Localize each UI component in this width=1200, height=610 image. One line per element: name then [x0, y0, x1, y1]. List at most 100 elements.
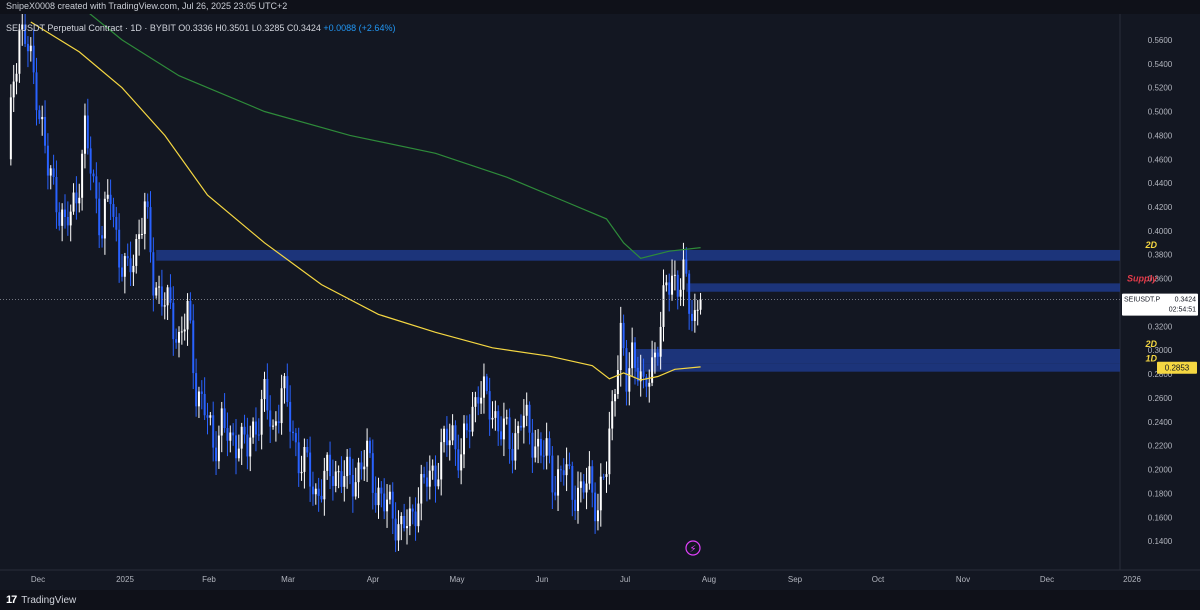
ma-fast-line — [30, 21, 701, 381]
x-tick-label: Dec — [31, 575, 45, 584]
candle-body — [123, 256, 126, 277]
candle-body — [542, 455, 545, 457]
candle-body — [662, 285, 665, 327]
candle-body — [608, 428, 611, 475]
candle-body — [286, 376, 289, 402]
candle-body — [337, 471, 340, 473]
candle-body — [602, 476, 605, 478]
candle-body — [411, 508, 414, 512]
candle-body — [557, 469, 560, 496]
candle-body — [351, 474, 354, 497]
candle-body — [29, 45, 32, 52]
candle-body — [297, 442, 300, 474]
candle-body — [138, 234, 141, 240]
candle-body — [172, 302, 175, 340]
x-tick-label: Oct — [872, 575, 885, 584]
candle-body — [354, 482, 357, 497]
x-tick-label: Apr — [367, 575, 380, 584]
candle-body — [129, 258, 132, 273]
candle-body — [531, 432, 534, 458]
candle-body — [500, 431, 503, 440]
candle-body — [192, 320, 195, 374]
candle-body — [491, 417, 494, 420]
candle-body — [534, 446, 537, 458]
y-tick-label: 0.5400 — [1148, 60, 1173, 69]
symbol-legend[interactable]: SEIUSDT Perpetual Contract · 1D · BYBIT … — [6, 23, 395, 33]
zone-rect — [686, 283, 1120, 292]
candle-body — [383, 493, 386, 512]
candle-body — [277, 421, 280, 424]
candle-body — [434, 465, 437, 487]
candle-body — [631, 342, 634, 369]
symbol-name[interactable]: SEIUSDT Perpetual Contract · 1D · BYBIT — [6, 23, 176, 33]
candle-body — [269, 410, 272, 427]
candle-body — [425, 477, 428, 487]
candle-body — [539, 438, 542, 456]
candle-body — [340, 471, 343, 487]
candle-body — [420, 474, 423, 504]
candle-body — [591, 466, 594, 493]
price-chart[interactable]: 0.5600 0.5400 0.5200 0.5000 0.4800 0.4600 0.44… — [0, 14, 1200, 590]
candle-body — [32, 45, 35, 73]
candle-body — [200, 391, 203, 394]
last-price-symbol: SEIUSDT.P — [1124, 297, 1161, 304]
y-tick-label: 0.2400 — [1148, 418, 1173, 427]
candle-body — [349, 456, 351, 475]
candle-body — [106, 194, 109, 199]
candle-body — [445, 428, 448, 446]
ma-value-label: 0.2853 — [1165, 364, 1190, 373]
candle-body — [317, 488, 320, 496]
x-tick-label: Jun — [536, 575, 549, 584]
lightning-icon[interactable]: ⚡ — [685, 540, 701, 556]
zone-label: 2D — [1144, 339, 1157, 349]
candle-body — [58, 212, 61, 226]
candle-body — [103, 198, 106, 239]
tradingview-logo[interactable]: 17 TradingView — [6, 594, 76, 606]
candle-body — [75, 192, 78, 204]
candle-body — [329, 454, 332, 477]
candle-body — [38, 110, 41, 120]
candle-body — [400, 515, 403, 525]
candle-body — [397, 524, 400, 541]
candle-body — [41, 116, 44, 120]
top-bar: SnipeX0008 created with TradingView.com,… — [0, 0, 1200, 14]
candle-body — [246, 434, 249, 457]
candle-body — [554, 492, 557, 496]
candle-body — [226, 428, 229, 441]
candle-body — [588, 466, 591, 484]
candle-body — [323, 470, 326, 500]
candle-body — [673, 274, 676, 276]
candle-body — [72, 192, 75, 212]
y-tick-label: 0.5200 — [1148, 84, 1173, 93]
candle-body — [463, 423, 465, 455]
candle-body — [448, 440, 451, 446]
candle-body — [454, 425, 457, 450]
candle-body — [143, 201, 146, 234]
candle-body — [585, 483, 588, 493]
candle-body — [46, 145, 49, 176]
y-tick-label: 0.5600 — [1148, 36, 1173, 45]
candle-body — [101, 235, 104, 239]
candle-body — [69, 211, 72, 226]
candle-body — [485, 376, 488, 392]
candle-body — [66, 216, 69, 226]
candle-body — [548, 438, 551, 456]
candle-body — [186, 300, 189, 330]
candle-body — [257, 434, 260, 436]
zone-label: 1D — [1145, 353, 1157, 363]
candle-body — [203, 393, 206, 416]
x-tick-label: Nov — [956, 575, 970, 584]
candle-body — [676, 274, 679, 297]
candle-body — [628, 368, 631, 392]
candle-body — [135, 239, 138, 266]
candle-body — [406, 526, 408, 529]
candle-body — [55, 177, 58, 213]
candle-body — [528, 404, 531, 433]
y-tick-label: 0.3600 — [1148, 275, 1173, 284]
candle-body — [366, 440, 369, 467]
candle-body — [508, 417, 511, 450]
candle-body — [232, 432, 235, 436]
candle-body — [656, 352, 659, 357]
candle-body — [388, 491, 391, 500]
y-tick-label: 0.2200 — [1148, 442, 1173, 451]
